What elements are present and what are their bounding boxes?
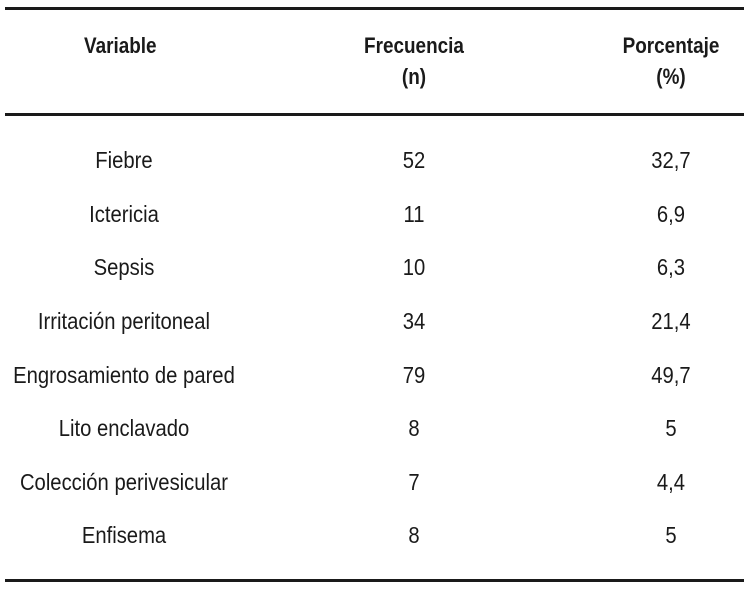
- cell-frecuencia: 8: [408, 522, 420, 548]
- cell-variable: Ictericia: [89, 201, 159, 227]
- table-row: Engrosamiento de pared 79 49,7: [0, 360, 750, 390]
- header-variable: Variable: [84, 30, 157, 61]
- cell-variable: Fiebre: [95, 147, 153, 173]
- table-row: Ictericia 11 6,9: [0, 199, 750, 229]
- cell-frecuencia: 34: [402, 308, 426, 334]
- header-porcentaje-line-1: Porcentaje: [622, 33, 720, 58]
- cell-variable: Sepsis: [93, 254, 155, 280]
- header-frecuencia: Frecuencia (n): [328, 30, 500, 92]
- cell-variable: Irritación peritoneal: [37, 308, 211, 334]
- cell-porcentaje: 6,3: [656, 254, 686, 280]
- cell-variable: Lito enclavado: [58, 415, 190, 441]
- header-frecuencia-line-1: Frecuencia: [364, 33, 464, 58]
- cell-frecuencia: 79: [402, 362, 426, 388]
- cell-variable: Engrosamiento de pared: [13, 362, 235, 388]
- table-row: Irritación peritoneal 34 21,4: [0, 306, 750, 336]
- table-bottom-rule: [5, 579, 744, 582]
- table-row: Sepsis 10 6,3: [0, 252, 750, 282]
- header-porcentaje: Porcentaje (%): [585, 30, 750, 92]
- cell-porcentaje: 5: [665, 415, 677, 441]
- cell-porcentaje: 49,7: [651, 362, 691, 388]
- header-frecuencia-line-2: (n): [401, 64, 427, 89]
- cell-porcentaje: 6,9: [656, 201, 686, 227]
- cell-porcentaje: 5: [665, 522, 677, 548]
- cell-frecuencia: 52: [402, 147, 426, 173]
- cell-frecuencia: 8: [408, 415, 420, 441]
- cell-porcentaje: 21,4: [651, 308, 691, 334]
- cell-porcentaje: 32,7: [651, 147, 691, 173]
- header-porcentaje-line-2: (%): [656, 64, 686, 89]
- table-top-rule: [5, 7, 744, 10]
- header-variable-label: Variable: [84, 33, 157, 58]
- table-row: Enfisema 8 5: [0, 520, 750, 550]
- cell-frecuencia: 11: [403, 201, 425, 227]
- table-row: Colección perivesicular 7 4,4: [0, 467, 750, 497]
- cell-frecuencia: 10: [402, 254, 426, 280]
- table-row: Lito enclavado 8 5: [0, 413, 750, 443]
- cell-frecuencia: 7: [408, 469, 420, 495]
- table-row: Fiebre 52 32,7: [0, 145, 750, 175]
- table-header-rule: [5, 113, 744, 116]
- cell-porcentaje: 4,4: [656, 469, 686, 495]
- cell-variable: Colección perivesicular: [19, 469, 229, 495]
- cell-variable: Enfisema: [81, 522, 167, 548]
